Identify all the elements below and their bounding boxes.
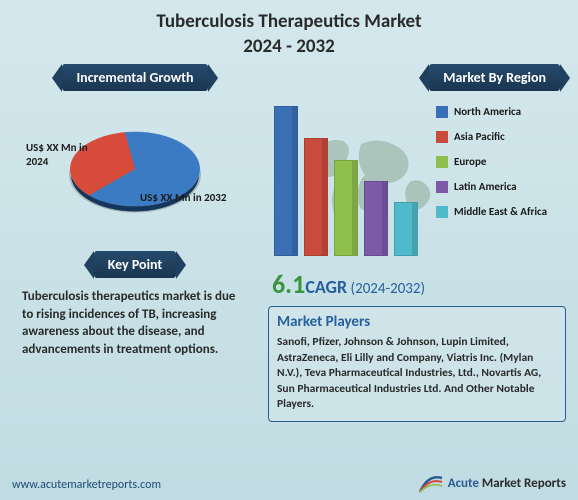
legend-label: Europe (454, 155, 486, 168)
legend: North America Asia Pacific Europe Latin Ame… (436, 105, 564, 230)
bar-container (274, 106, 418, 256)
page-period: 2024 - 2032 (0, 35, 578, 58)
market-players-box: Market Players Sanofi, Pfizer, Johnson &… (268, 306, 566, 422)
brand-logo: Acute Market Reports (418, 472, 566, 494)
cagr-line: 6.1CAGR (2024-2032) (272, 268, 566, 300)
bar-asia-pacific (304, 138, 328, 256)
page-title: Tuberculosis Therapeutics Market (0, 10, 578, 33)
incremental-growth-banner: Incremental Growth (62, 64, 207, 91)
cagr-value: 6.1 (272, 268, 305, 300)
legend-label: Latin America (454, 180, 517, 193)
legend-item: Asia Pacific (436, 130, 564, 143)
pie-label-2032: US$ XX Mn in 2032 (140, 191, 230, 205)
key-point-label: Key Point (108, 256, 163, 273)
legend-label: North America (454, 105, 521, 118)
legend-item: North America (436, 105, 564, 118)
market-players-title: Market Players (277, 313, 557, 331)
brand-swoosh-icon (418, 472, 444, 494)
market-players-body: Sanofi, Pfizer, Johnson & Johnson, Lupin… (277, 335, 557, 413)
legend-swatch (436, 181, 448, 193)
cagr-period: (2024-2032) (351, 280, 426, 298)
pie-chart: US$ XX Mn in 2024 US$ XX Mn in 2032 (20, 97, 250, 247)
legend-item: Europe (436, 155, 564, 168)
brand-part2: Market Reports (479, 476, 566, 491)
legend-label: Middle East & Africa (454, 205, 547, 218)
incremental-growth-label: Incremental Growth (76, 69, 193, 86)
legend-label: Asia Pacific (454, 130, 505, 143)
legend-swatch (436, 106, 448, 118)
bar-middle-east-africa (394, 202, 418, 256)
key-point-text: Tuberculosis therapeutics market is due … (16, 284, 254, 362)
key-point-banner: Key Point (94, 251, 177, 278)
legend-swatch (436, 206, 448, 218)
cagr-label: CAGR (305, 276, 347, 298)
region-bar-chart: North America Asia Pacific Europe Latin Ame… (268, 99, 566, 264)
main-content: Incremental Growth US$ XX Mn in 2024 US$… (0, 64, 578, 422)
legend-item: Middle East & Africa (436, 205, 564, 218)
market-by-region-banner: Market By Region (429, 64, 560, 91)
legend-swatch (436, 131, 448, 143)
bar-europe (334, 160, 358, 256)
bar-latin-america (364, 181, 388, 256)
brand-part1: Acute (448, 476, 479, 491)
left-column: Incremental Growth US$ XX Mn in 2024 US$… (12, 64, 258, 422)
header: Tuberculosis Therapeutics Market 2024 - … (0, 0, 578, 64)
market-by-region-label: Market By Region (443, 69, 546, 86)
bar-north-america (274, 106, 298, 256)
brand-text: Acute Market Reports (448, 476, 566, 491)
pie-label-2024: US$ XX Mn in 2024 (26, 141, 98, 169)
right-column: Market By Region North America Asia Pacif… (268, 64, 566, 422)
legend-item: Latin America (436, 180, 564, 193)
footer-url: www.acutemarketreports.com (12, 478, 161, 492)
legend-swatch (436, 156, 448, 168)
